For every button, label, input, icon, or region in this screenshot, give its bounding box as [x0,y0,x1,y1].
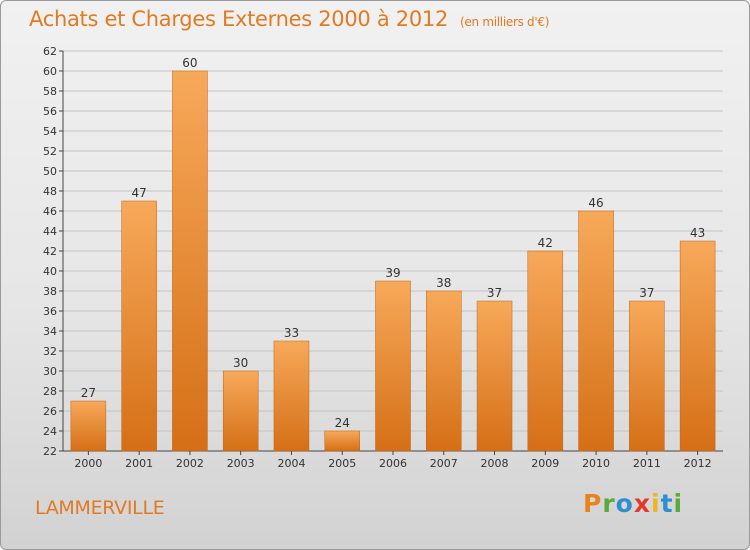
y-tick-label: 42 [43,245,57,258]
bar-2000 [70,400,107,452]
x-tick-label-2005: 2005 [328,457,356,470]
y-tick-label: 52 [43,145,57,158]
y-tick-label: 60 [43,65,57,78]
y-tick-label: 58 [43,85,57,98]
y-tick-label: 28 [43,385,57,398]
bar-2002 [172,70,208,452]
bar-2005 [324,430,360,452]
y-tick-label: 36 [43,305,57,318]
x-tick-label-2009: 2009 [531,457,559,470]
x-tick-label-2007: 2007 [430,457,458,470]
value-label-2006: 39 [385,266,400,280]
value-label-2012: 43 [690,226,705,240]
bar-2001 [121,200,157,452]
x-tick-label-2004: 2004 [277,457,305,470]
x-tick-label-2010: 2010 [582,457,610,470]
chart-title: Achats et Charges Externes 2000 à 2012 (e… [29,7,550,31]
value-label-2009: 42 [538,236,553,250]
x-tick-label-2002: 2002 [176,457,204,470]
bar-2008 [476,300,513,452]
bar-2011 [629,300,665,452]
bar-2006 [375,280,411,452]
y-tick-label: 22 [43,445,57,458]
x-tick-label-2006: 2006 [379,457,407,470]
y-tick-label: 40 [43,265,57,278]
y-tick-label: 34 [43,325,57,338]
x-tick-label-2003: 2003 [227,457,255,470]
y-tick-label: 48 [43,185,57,198]
y-tick-label: 54 [43,125,57,138]
x-tick-label-2000: 2000 [74,457,102,470]
x-tick-label-2011: 2011 [633,457,661,470]
bar-2007 [426,290,462,452]
bar-2009 [527,250,564,452]
y-tick-label: 38 [43,285,57,298]
x-tick-label-2012: 2012 [684,457,712,470]
bar-2012 [679,240,716,452]
y-tick-label: 56 [43,105,57,118]
value-label-2004: 33 [284,326,299,340]
bar-2003 [222,370,259,452]
value-label-2010: 46 [588,196,603,210]
bar-2004 [273,340,310,452]
value-label-2008: 37 [487,286,502,300]
value-label-2000: 27 [81,386,96,400]
y-tick-label: 26 [43,405,57,418]
value-label-2001: 47 [132,186,147,200]
y-tick-label: 46 [43,205,57,218]
proxiti-logo: Proxiti [583,489,684,518]
town-name: LAMMERVILLE [35,497,165,519]
y-tick-label: 50 [43,165,57,178]
x-tick-label-2001: 2001 [125,457,153,470]
y-tick-label: 62 [43,45,57,58]
value-label-2007: 38 [436,276,451,290]
x-tick-label-2008: 2008 [481,457,509,470]
y-tick-label: 32 [43,345,57,358]
y-tick-label: 44 [43,225,57,238]
bar-2010 [578,210,614,452]
chart-unit: (en milliers d'€) [460,15,550,29]
y-tick-label: 24 [43,425,57,438]
value-label-2005: 24 [335,416,350,430]
value-label-2003: 30 [233,356,248,370]
value-label-2011: 37 [639,286,654,300]
value-label-2002: 60 [182,56,197,70]
y-tick-label: 30 [43,365,57,378]
